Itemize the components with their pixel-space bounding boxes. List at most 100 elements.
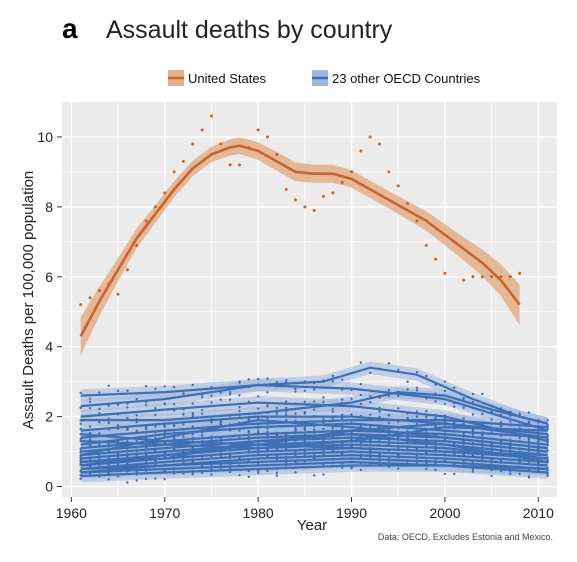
- oecd-point: [238, 405, 241, 409]
- us-point: [209, 114, 213, 118]
- oecd-point: [182, 423, 185, 426]
- oecd-point: [116, 475, 120, 478]
- oecd-point: [284, 406, 288, 410]
- oecd-point: [238, 474, 241, 477]
- oecd-point: [294, 427, 297, 430]
- oecd-point: [266, 391, 269, 394]
- oecd-point: [238, 394, 241, 397]
- oecd-point: [79, 391, 82, 395]
- oecd-point: [126, 406, 129, 409]
- y-tick-label: 2: [45, 409, 53, 425]
- us-point: [359, 149, 363, 153]
- us-point: [462, 278, 466, 282]
- oecd-point: [331, 407, 335, 411]
- oecd-point: [350, 413, 353, 416]
- oecd-point: [275, 433, 279, 437]
- oecd-point: [518, 472, 521, 476]
- us-point: [443, 271, 447, 275]
- oecd-point: [247, 378, 250, 381]
- oecd-point: [116, 424, 120, 427]
- us-point: [424, 243, 428, 247]
- oecd-point: [200, 412, 204, 415]
- y-tick-label: 10: [37, 129, 53, 145]
- oecd-point: [266, 469, 269, 473]
- us-point: [79, 303, 83, 307]
- us-point: [471, 275, 475, 279]
- oecd-point: [340, 466, 344, 469]
- chart-title: Assault deaths by country: [106, 16, 393, 44]
- oecd-point: [79, 406, 82, 410]
- us-point: [256, 128, 260, 132]
- oecd-point: [163, 478, 166, 481]
- us-point: [387, 170, 391, 174]
- oecd-point: [238, 429, 241, 432]
- us-point: [200, 128, 204, 132]
- oecd-band: [80, 413, 548, 462]
- us-point: [88, 296, 92, 300]
- us-point: [293, 198, 297, 202]
- oecd-point: [144, 427, 148, 431]
- x-tick-label: 1960: [56, 505, 87, 521]
- oecd-point: [107, 404, 110, 408]
- oecd-point: [359, 382, 363, 386]
- oecd-point: [443, 472, 447, 476]
- oecd-point: [303, 412, 307, 415]
- oecd-point: [537, 439, 540, 443]
- oecd-point: [415, 410, 419, 413]
- us-point: [480, 275, 484, 279]
- oecd-point: [191, 425, 194, 428]
- us-point: [97, 289, 101, 293]
- y-tick-label: 0: [45, 479, 53, 495]
- oecd-point: [387, 362, 391, 365]
- us-point: [322, 194, 326, 198]
- oecd-point: [191, 411, 194, 415]
- oecd-point: [462, 397, 465, 401]
- us-point: [331, 191, 335, 195]
- oecd-point: [163, 385, 166, 388]
- oecd-point: [238, 409, 241, 413]
- oecd-point: [471, 470, 475, 473]
- oecd-point: [471, 433, 475, 436]
- oecd-point: [387, 421, 391, 425]
- oecd-point: [126, 389, 129, 392]
- oecd-point: [79, 477, 82, 480]
- us-point: [125, 268, 129, 272]
- oecd-smooth-line: [80, 440, 548, 460]
- oecd-point: [135, 397, 138, 401]
- us-point: [499, 275, 503, 279]
- oecd-point: [144, 403, 148, 407]
- us-point: [518, 271, 522, 275]
- oecd-point: [406, 380, 409, 383]
- oecd-point: [228, 398, 232, 401]
- oecd-point: [425, 415, 428, 419]
- oecd-point: [359, 393, 363, 397]
- oecd-point: [369, 400, 372, 404]
- oecd-point: [135, 420, 138, 424]
- oecd-point: [154, 425, 157, 428]
- oecd-point: [443, 389, 447, 393]
- oecd-point: [397, 368, 400, 372]
- us-point: [275, 152, 279, 156]
- oecd-point: [322, 396, 325, 399]
- oecd-point: [228, 391, 232, 394]
- us-point: [191, 142, 195, 146]
- legend-label-us: United States: [188, 71, 267, 86]
- oecd-point: [228, 393, 232, 396]
- oecd-point: [88, 407, 92, 410]
- oecd-point: [284, 400, 288, 403]
- oecd-band: [80, 417, 548, 472]
- oecd-point: [256, 395, 260, 398]
- us-point: [350, 170, 354, 174]
- us-point: [434, 257, 438, 261]
- us-point: [144, 219, 148, 223]
- oecd-point: [228, 470, 232, 474]
- oecd-point: [527, 476, 531, 479]
- oecd-point: [88, 425, 92, 428]
- oecd-point: [200, 408, 204, 412]
- y-tick-label: 8: [45, 199, 53, 215]
- oecd-point: [247, 469, 250, 473]
- oecd-point: [294, 390, 297, 393]
- oecd-point: [172, 423, 176, 426]
- y-tick-label: 4: [45, 339, 53, 355]
- oecd-point: [135, 479, 138, 482]
